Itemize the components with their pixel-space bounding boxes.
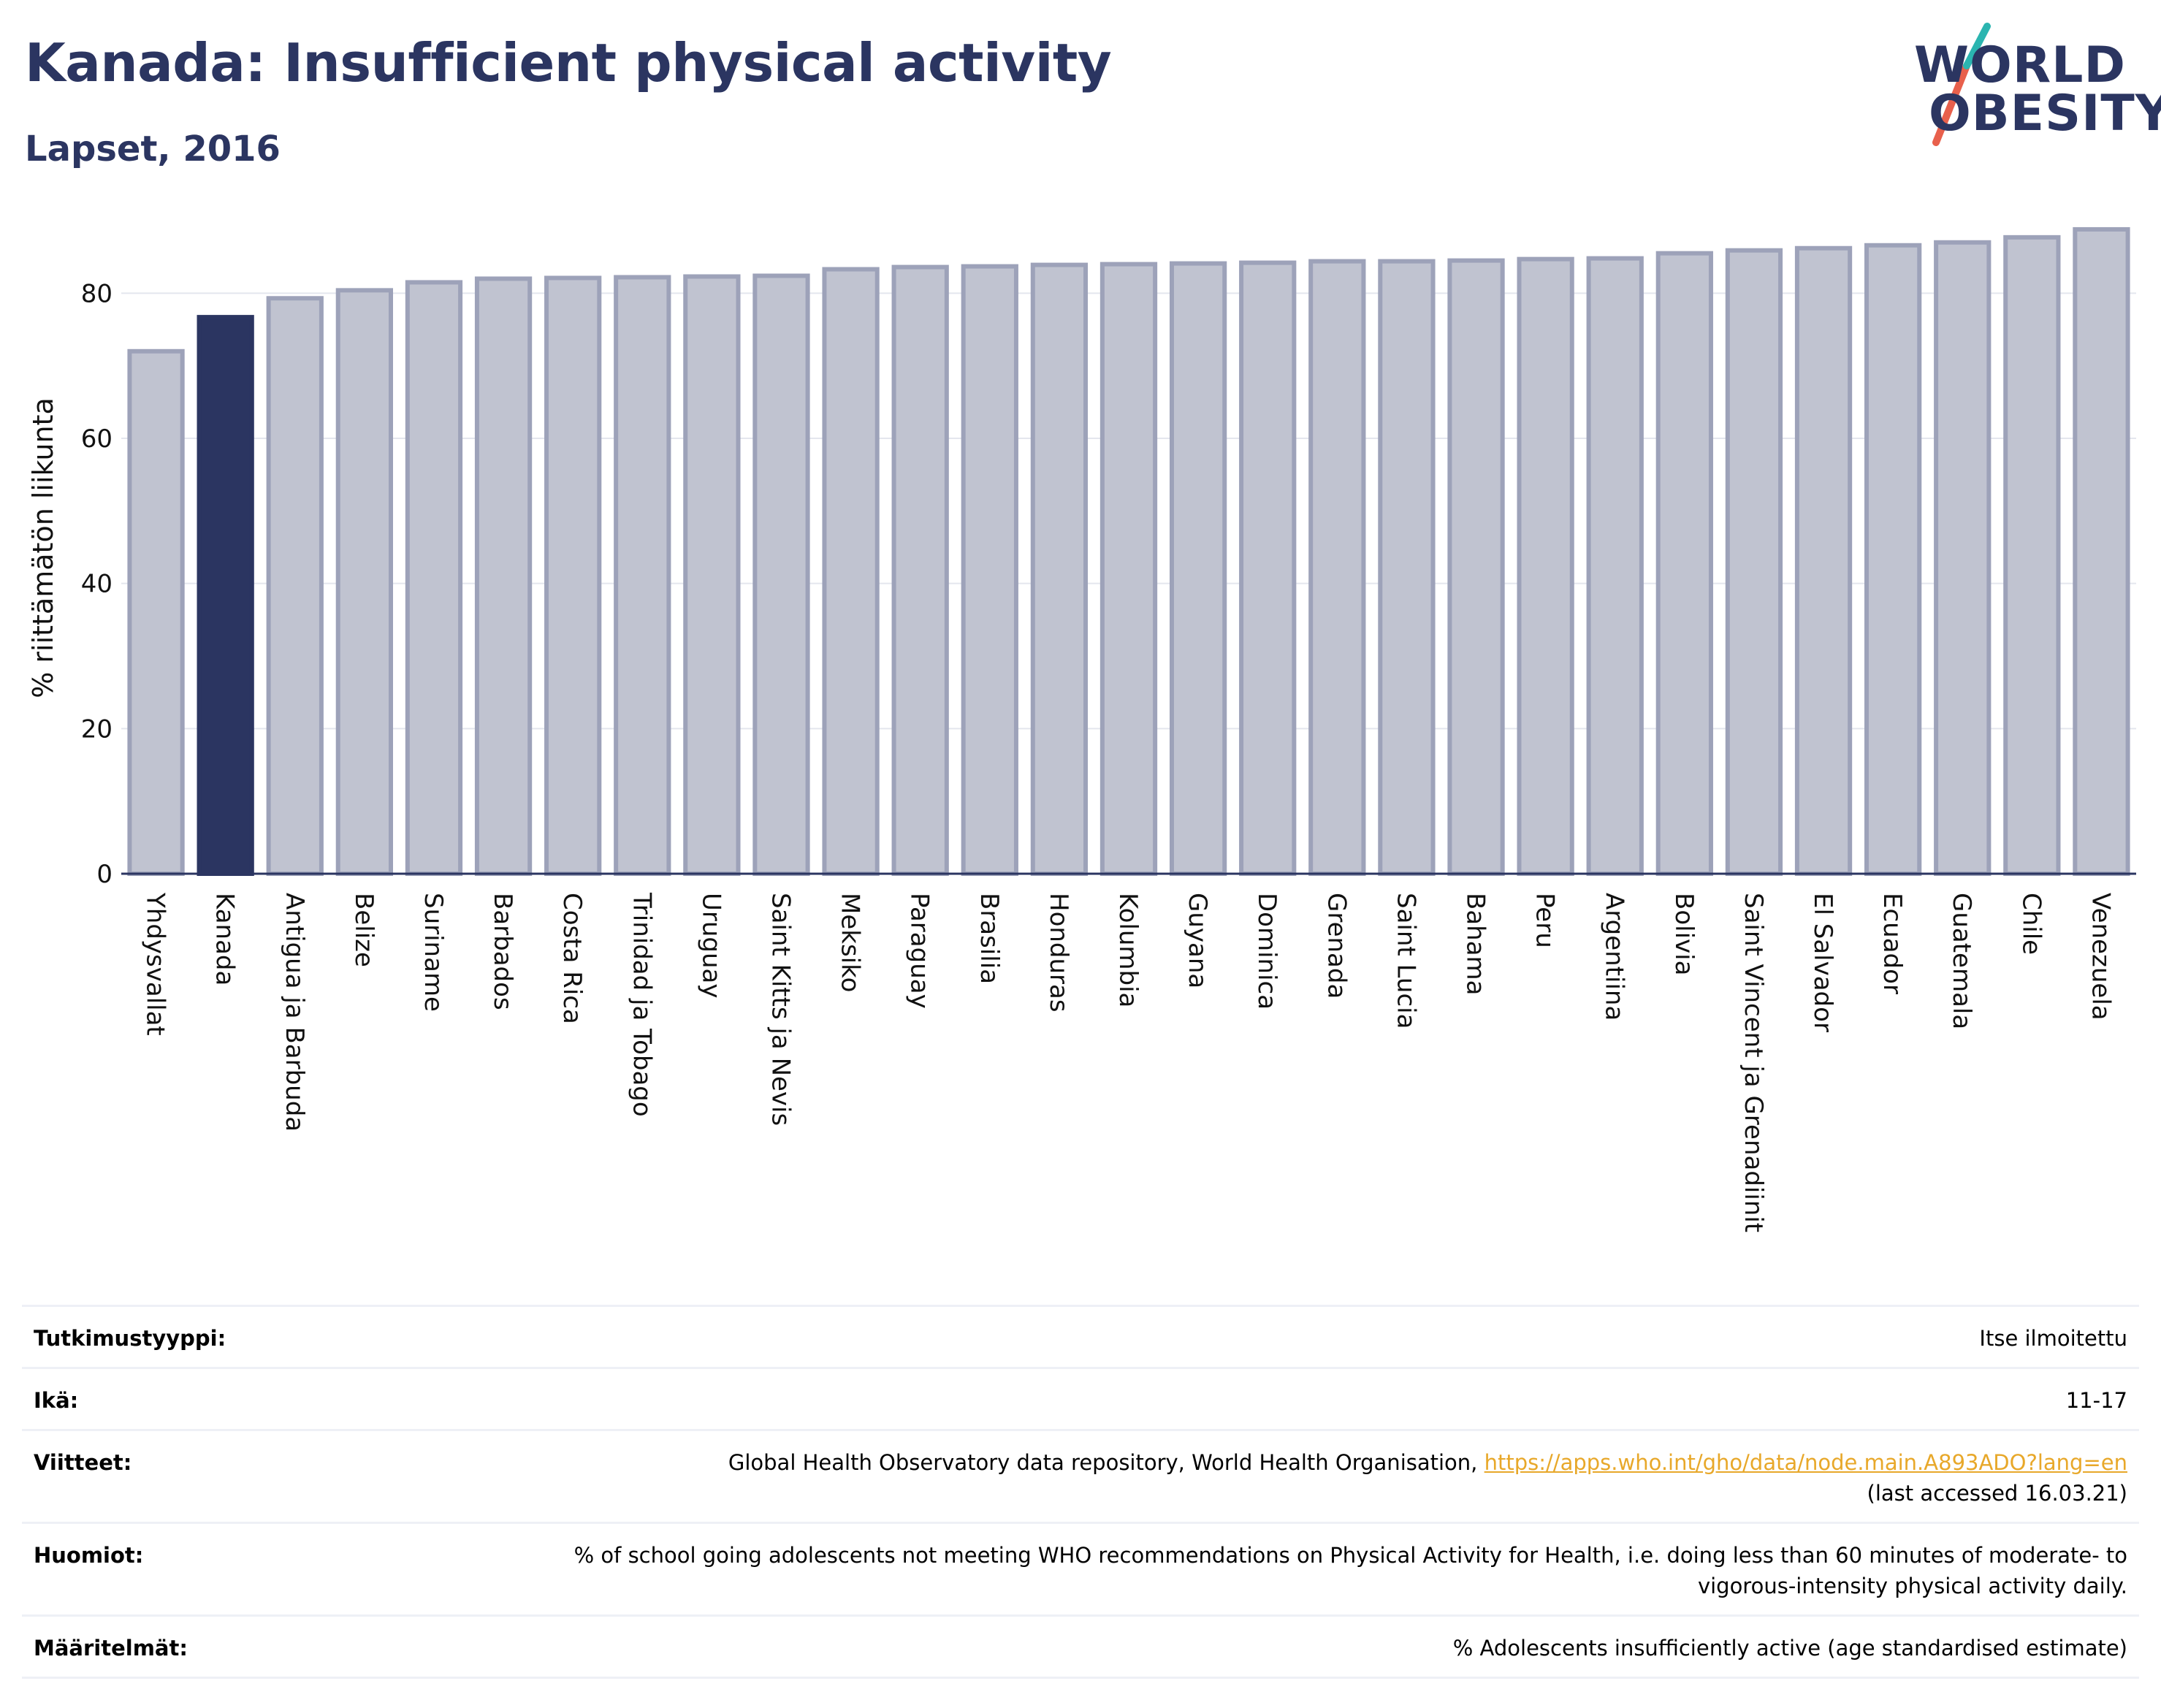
x-category-label: Bolivia — [1669, 893, 1699, 975]
meta-label: Määritelmät: — [34, 1636, 188, 1661]
x-category-label: Antigua ja Barbuda — [280, 893, 309, 1132]
y-tick-label: 40 — [81, 570, 113, 599]
bar-chile[interactable] — [2003, 235, 2061, 876]
y-tick-label: 60 — [81, 424, 113, 454]
bar-meksiko[interactable] — [822, 267, 880, 876]
bar-uruguay[interactable] — [683, 274, 741, 876]
x-axis-labels: Yhdysvallat Kanada Antigua ja Barbuda Beliz… — [141, 892, 2116, 1232]
meta-value: % of school going adolescents not meetin… — [573, 1543, 2127, 1598]
x-category-label: Barbados — [488, 893, 517, 1010]
meta-value: 11-17 — [2065, 1388, 2127, 1413]
meta-label: Ikä: — [34, 1388, 79, 1413]
x-category-label: Belize — [349, 893, 378, 967]
bar-yhdysvallat[interactable] — [127, 348, 185, 876]
bar-paraguay[interactable] — [891, 264, 949, 877]
bar-grenada[interactable] — [1308, 259, 1366, 877]
logo-word-obesity: OBESITY — [1929, 85, 2161, 142]
meta-row-references: Viitteet: Global Health Observatory data… — [22, 1429, 2139, 1522]
meta-value: Global Health Observatory data repositor… — [728, 1447, 2127, 1509]
chart-subtitle: Lapset, 2016 — [25, 129, 281, 169]
x-category-label: Grenada — [1322, 893, 1351, 999]
meta-row-notes: Huomiot: % of school going adolescents n… — [22, 1522, 2139, 1614]
bar-belize[interactable] — [335, 288, 394, 876]
world-obesity-logo: WORLD OBESITY — [1907, 22, 2161, 153]
x-category-label: Peru — [1531, 893, 1560, 948]
x-category-label: Dominica — [1252, 893, 1281, 1010]
meta-row-study-type: Tutkimustyyppi: Itse ilmoitettu — [22, 1305, 2139, 1367]
x-category-label: Chile — [2016, 893, 2046, 955]
reference-link[interactable]: https://apps.who.int/gho/data/node.main.… — [1484, 1450, 2127, 1475]
meta-value: Itse ilmoitettu — [1979, 1326, 2127, 1351]
x-category-label: Saint Lucia — [1391, 893, 1420, 1029]
meta-label: Tutkimustyyppi: — [34, 1326, 226, 1351]
y-axis-ticks: 0 20 40 60 80 — [81, 279, 113, 889]
x-category-label: Trinidad ja Tobago — [627, 892, 656, 1117]
meta-label: Huomiot: — [34, 1543, 144, 1568]
bar-peru[interactable] — [1517, 256, 1574, 876]
bar-bahama[interactable] — [1447, 258, 1505, 876]
bar-honduras[interactable] — [1030, 262, 1089, 876]
meta-row-definitions: Määritelmät: % Adolescents insufficientl… — [22, 1614, 2139, 1679]
bar-bolivia[interactable] — [1655, 251, 1713, 876]
x-category-label: Argentiina — [1600, 893, 1629, 1021]
bar-trinidad-ja-tobago[interactable] — [614, 275, 671, 877]
reference-text: Global Health Observatory data repositor… — [728, 1450, 1485, 1475]
x-category-label: Bahama — [1461, 893, 1490, 996]
x-category-label: Saint Vincent ja Grenadiinit — [1739, 893, 1768, 1232]
x-category-label: Meksiko — [836, 893, 865, 992]
bars — [127, 226, 2130, 877]
bar-antigua-ja-barbuda[interactable] — [266, 296, 324, 876]
bar-ecuador[interactable] — [1864, 243, 1922, 877]
y-tick-label: 80 — [81, 279, 113, 308]
x-category-label: Brasilia — [975, 893, 1004, 984]
meta-label: Viitteet: — [34, 1450, 132, 1475]
y-axis-title: % riittämätön liikunta — [27, 397, 59, 698]
logo-slash-icon — [1932, 23, 1991, 146]
bar-saint-kitts-ja-nevis[interactable] — [752, 273, 810, 876]
bar-guyana[interactable] — [1169, 261, 1227, 876]
bar-brasilia[interactable] — [961, 264, 1018, 876]
x-category-label: Kolumbia — [1113, 893, 1143, 1007]
bar-barbados[interactable] — [474, 276, 533, 876]
x-category-label: Uruguay — [696, 893, 725, 999]
bar-venezuela[interactable] — [2073, 226, 2130, 877]
x-category-label: El Salvador — [1808, 893, 1837, 1032]
reference-accessed: (last accessed 16.03.21) — [1867, 1481, 2127, 1506]
bar-suriname[interactable] — [405, 280, 463, 876]
bar-argentiina[interactable] — [1586, 256, 1644, 876]
x-category-label: Guatemala — [1947, 893, 1976, 1029]
x-category-label: Honduras — [1044, 893, 1073, 1013]
x-category-label: Ecuador — [1878, 893, 1907, 994]
x-category-label: Guyana — [1183, 893, 1212, 988]
bar-kanada[interactable] — [197, 315, 254, 876]
x-category-label: Suriname — [419, 893, 448, 1012]
bar-guatemala[interactable] — [1934, 240, 1992, 876]
x-category-label: Paraguay — [905, 893, 934, 1009]
x-category-label: Saint Kitts ja Nevis — [766, 893, 795, 1126]
x-category-label: Yhdysvallat — [141, 892, 170, 1036]
bar-dominica[interactable] — [1239, 260, 1297, 876]
metadata-table: Tutkimustyyppi: Itse ilmoitettu Ikä: 11-… — [22, 1305, 2139, 1679]
y-tick-label: 0 — [96, 860, 113, 889]
bar-el-salvador[interactable] — [1794, 245, 1853, 877]
bar-costa-rica[interactable] — [544, 275, 602, 876]
bar-saint-lucia[interactable] — [1378, 259, 1436, 877]
x-category-label: Venezuela — [2086, 893, 2115, 1021]
x-category-label: Kanada — [210, 893, 240, 985]
bar-chart: 0 20 40 60 80 Yhdysvallat Kanada Antigua ja Ba… — [27, 226, 2136, 1232]
meta-value: % Adolescents insufficiently active (age… — [1452, 1636, 2127, 1661]
y-tick-label: 20 — [81, 714, 113, 744]
chart-title: Kanada: Insufficient physical activity — [25, 32, 1112, 94]
x-category-label: Costa Rica — [557, 893, 587, 1024]
meta-row-age: Ikä: 11-17 — [22, 1367, 2139, 1429]
logo-word-world: WORLD — [1914, 37, 2126, 94]
bar-kolumbia[interactable] — [1099, 262, 1158, 877]
bar-saint-vincent-ja-grenadiinit[interactable] — [1725, 248, 1783, 876]
